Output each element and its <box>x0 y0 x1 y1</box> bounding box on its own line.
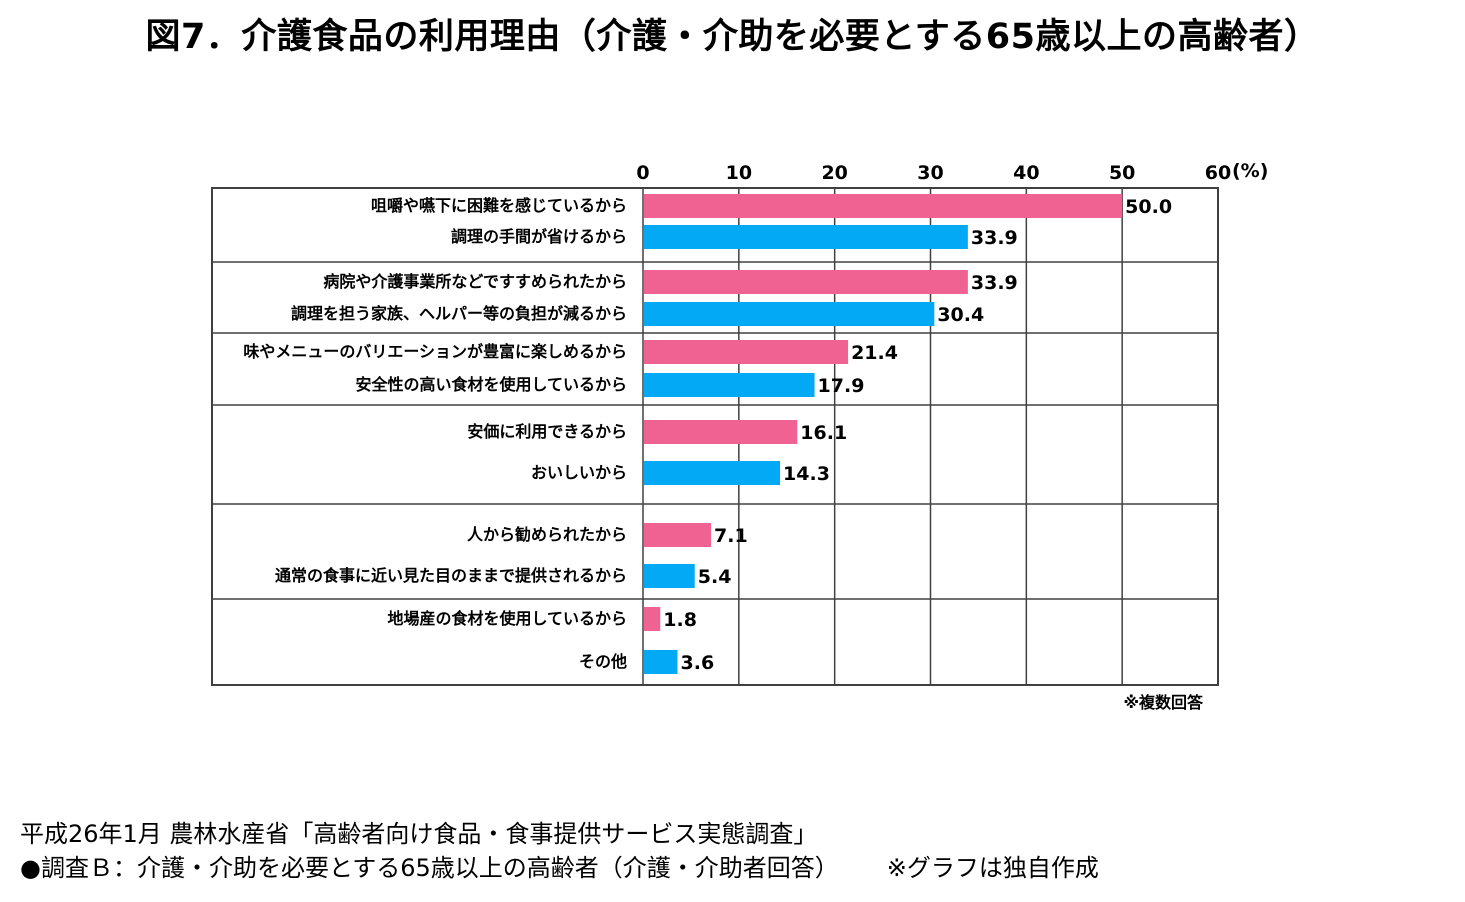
x-tick-label: 30 <box>917 162 943 184</box>
bar <box>644 420 798 444</box>
category-label: 調理を担う家族、ヘルパー等の負担が減るから <box>291 304 627 323</box>
x-unit-label: (%) <box>1232 160 1268 182</box>
survey-description: ●調査Ｂ：介護・介助を必要とする65歳以上の高齢者（介護・介助者回答） <box>20 854 839 882</box>
bar <box>644 523 712 547</box>
bar <box>644 225 968 249</box>
bar <box>644 373 815 397</box>
category-label: 調理の手間が省けるから <box>451 227 627 246</box>
category-label: 地場産の食材を使用しているから <box>387 609 627 628</box>
labels: 0 10 20 30 40 50 60 (%) 50.0 咀嚼や嚥下に困難を感じているから 33.9… <box>243 160 1268 712</box>
survey-line: ●調査Ｂ：介護・介助を必要とする65歳以上の高齢者（介護・介助者回答） ※グラフは… <box>20 848 1099 883</box>
value-label: 17.9 <box>818 375 865 397</box>
value-label: 7.1 <box>714 525 748 547</box>
chart-note: ※複数回答 <box>1123 693 1204 712</box>
category-label: その他 <box>579 652 627 671</box>
category-label: おいしいから <box>531 463 627 482</box>
bar <box>644 194 1123 218</box>
value-label: 33.9 <box>971 227 1018 249</box>
x-tick-label: 40 <box>1013 162 1039 184</box>
bar <box>644 270 968 294</box>
value-label: 3.6 <box>681 652 715 674</box>
bar <box>644 650 678 674</box>
x-tick-label: 50 <box>1109 162 1135 184</box>
chart-title: 図7．介護食品の利用理由（介護・介助を必要とする65歳以上の高齢者） <box>145 17 1320 57</box>
value-label: 16.1 <box>800 422 847 444</box>
bar <box>644 340 849 364</box>
value-label: 1.8 <box>663 609 697 631</box>
bar <box>644 461 781 485</box>
bar <box>644 564 695 588</box>
value-label: 30.4 <box>937 304 984 326</box>
x-tick-label: 60 <box>1205 162 1231 184</box>
value-label: 21.4 <box>851 342 898 364</box>
x-tick-label: 10 <box>726 162 752 184</box>
value-label: 33.9 <box>971 272 1018 294</box>
bar <box>644 607 661 631</box>
category-label: 通常の食事に近い見た目のままで提供されるから <box>275 566 627 585</box>
x-tick-label: 0 <box>636 162 649 184</box>
bar <box>644 302 935 326</box>
x-tick-label: 20 <box>821 162 847 184</box>
category-label: 咀嚼や嚥下に困難を感じているから <box>371 196 627 215</box>
source-line: 平成26年1月 農林水産省「高齢者向け食品・食事提供サービス実態調査」 <box>20 820 818 848</box>
category-label: 味やメニューのバリエーションが豊富に楽しめるから <box>243 342 627 361</box>
category-label: 人から勧められたから <box>467 525 627 544</box>
category-label: 病院や介護事業所などですすめられたから <box>323 272 627 291</box>
value-label: 5.4 <box>698 566 732 588</box>
bars <box>644 194 1123 674</box>
category-label: 安価に利用できるから <box>467 422 627 441</box>
value-label: 14.3 <box>783 463 830 485</box>
value-label: 50.0 <box>1125 196 1172 218</box>
graph-note: ※グラフは独自作成 <box>886 854 1099 882</box>
category-label: 安全性の高い食材を使用しているから <box>355 375 627 394</box>
